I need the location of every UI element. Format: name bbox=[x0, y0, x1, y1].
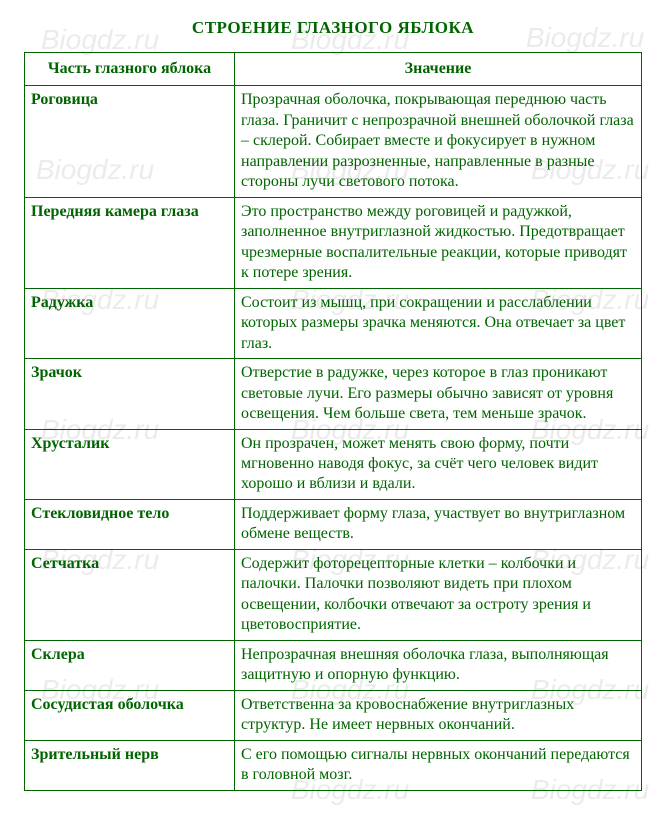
col-header-part: Часть глазного яблока bbox=[25, 53, 235, 86]
cell-part: Зрачок bbox=[25, 359, 235, 429]
cell-part: Зрительный нерв bbox=[25, 740, 235, 790]
table-row: Зрительный нервС его помощью сигналы нер… bbox=[25, 740, 642, 790]
cell-part: Сосудистая оболочка bbox=[25, 690, 235, 740]
cell-meaning: Отверстие в радужке, через которое в гла… bbox=[235, 359, 642, 429]
cell-part: Стекловидное тело bbox=[25, 499, 235, 549]
cell-part: Склера bbox=[25, 640, 235, 690]
cell-meaning: Непрозрачная внешняя оболочка глаза, вып… bbox=[235, 640, 642, 690]
table-body: РоговицаПрозрачная оболочка, покрывающая… bbox=[25, 86, 642, 790]
cell-part: Радужка bbox=[25, 288, 235, 358]
table-row: ХрусталикОн прозрачен, может менять свою… bbox=[25, 429, 642, 499]
cell-meaning: Ответственна за кровоснабжение внутригла… bbox=[235, 690, 642, 740]
cell-part: Передняя камера глаза bbox=[25, 197, 235, 288]
table-row: Передняя камера глазаЭто пространство ме… bbox=[25, 197, 642, 288]
table-row: СклераНепрозрачная внешняя оболочка глаз… bbox=[25, 640, 642, 690]
cell-meaning: Поддерживает форму глаза, участвует во в… bbox=[235, 499, 642, 549]
cell-meaning: С его помощью сигналы нервных окончаний … bbox=[235, 740, 642, 790]
eye-structure-table: Часть глазного яблока Значение РоговицаП… bbox=[24, 52, 642, 791]
cell-part: Хрусталик bbox=[25, 429, 235, 499]
cell-meaning: Состоит из мышц, при сокращении и рассла… bbox=[235, 288, 642, 358]
table-row: Сосудистая оболочкаОтветственна за крово… bbox=[25, 690, 642, 740]
table-row: СетчаткаСодержит фоторецепторные клетки … bbox=[25, 549, 642, 640]
table-row: Стекловидное телоПоддерживает форму глаз… bbox=[25, 499, 642, 549]
cell-part: Сетчатка bbox=[25, 549, 235, 640]
table-header-row: Часть глазного яблока Значение bbox=[25, 53, 642, 86]
cell-meaning: Содержит фоторецепторные клетки – колбоч… bbox=[235, 549, 642, 640]
col-header-meaning: Значение bbox=[235, 53, 642, 86]
cell-part: Роговица bbox=[25, 86, 235, 197]
cell-meaning: Прозрачная оболочка, покрывающая передню… bbox=[235, 86, 642, 197]
cell-meaning: Это пространство между роговицей и радуж… bbox=[235, 197, 642, 288]
table-row: ЗрачокОтверстие в радужке, через которое… bbox=[25, 359, 642, 429]
page-title: СТРОЕНИЕ ГЛАЗНОГО ЯБЛОКА bbox=[24, 18, 642, 38]
table-row: РоговицаПрозрачная оболочка, покрывающая… bbox=[25, 86, 642, 197]
document-page: СТРОЕНИЕ ГЛАЗНОГО ЯБЛОКА Часть глазного … bbox=[0, 0, 666, 815]
table-row: РадужкаСостоит из мышц, при сокращении и… bbox=[25, 288, 642, 358]
cell-meaning: Он прозрачен, может менять свою форму, п… bbox=[235, 429, 642, 499]
